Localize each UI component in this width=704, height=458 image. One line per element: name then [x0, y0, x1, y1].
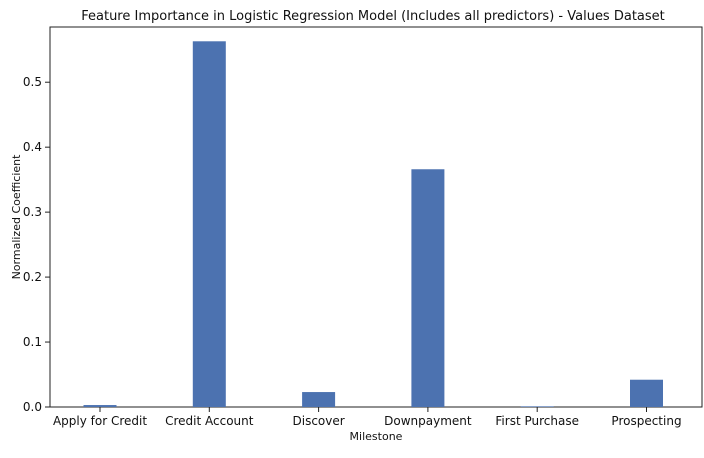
x-tick-label: Credit Account — [165, 414, 254, 428]
chart-title: Feature Importance in Logistic Regressio… — [81, 9, 665, 24]
bar — [630, 379, 663, 407]
y-axis-label: Normalized Coefficient — [10, 154, 23, 280]
y-axis: 0.0 0.1 0.2 0.3 0.4 0.5 — [23, 75, 50, 414]
y-tick-label: 0.4 — [23, 140, 42, 154]
y-tick-label: 0.3 — [23, 205, 42, 219]
y-tick-label: 0.2 — [23, 270, 42, 284]
x-tick-label: Prospecting — [611, 414, 681, 428]
bar — [192, 41, 226, 408]
x-tick-label: Downpayment — [384, 414, 472, 428]
bars — [83, 41, 663, 408]
y-tick-label: 0.0 — [23, 400, 42, 414]
bar — [83, 405, 117, 407]
bar — [520, 406, 554, 407]
y-tick-label: 0.1 — [23, 335, 42, 349]
bar — [302, 392, 336, 407]
x-tick-label: First Purchase — [495, 414, 579, 428]
x-tick-label: Apply for Credit — [53, 414, 147, 428]
x-axis-label: Milestone — [350, 430, 403, 443]
x-axis: Apply for Credit Credit Account Discover Do… — [53, 407, 682, 428]
bar — [411, 169, 445, 407]
x-tick-label: Discover — [293, 414, 345, 428]
y-tick-label: 0.5 — [23, 75, 42, 89]
plot-area — [49, 26, 703, 408]
